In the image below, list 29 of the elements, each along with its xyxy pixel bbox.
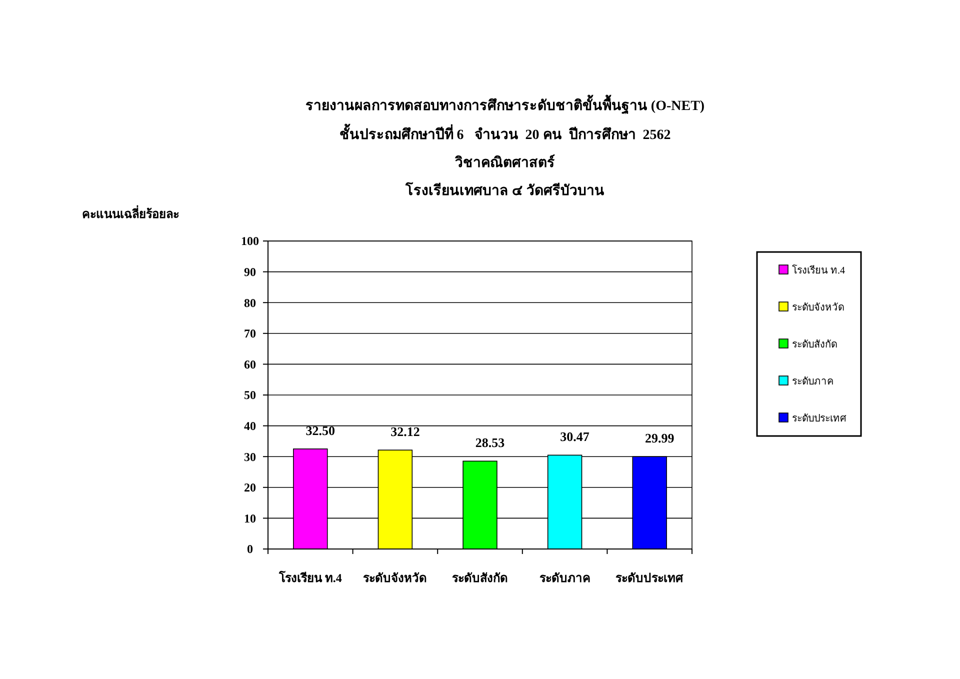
y-tick-label: 50 xyxy=(244,388,256,402)
chart-subtitle: ชั้นประถมศึกษาปีที่ 6 จำนวน 20 คน ปีการศึกษา 2562 วิชาคณิตศาสตร์ โรงเรียนเทศบาล ๔ วัดศรีบัวบาน xyxy=(339,123,671,199)
y-tick-label: 20 xyxy=(244,480,256,495)
y-tick-label: 90 xyxy=(244,265,256,279)
y-tick-label: 10 xyxy=(244,511,256,526)
y-tick-label: 60 xyxy=(244,357,256,372)
y-tick-label: 0 xyxy=(247,542,253,556)
legend-label: ระดับภาค xyxy=(792,376,834,388)
text: คะแนนเฉลี่ยร้อยละ xyxy=(82,205,179,221)
x-tick-label: ระดับจังหวัด xyxy=(363,571,428,585)
y-tick-label: 70 xyxy=(244,326,256,341)
chart-title: รายงานผลการทดสอบทางการศึกษาระดับชาติขั้นพื้นฐาน (O-NET) xyxy=(305,94,705,115)
y-tick-label: 40 xyxy=(244,419,256,433)
data-label: 28.53 xyxy=(475,435,506,450)
x-tick-label: โรงเรียน ท.4 xyxy=(278,570,342,585)
data-label: 30.47 xyxy=(560,429,590,444)
x-tick-label: ระดับสังกัด xyxy=(452,571,508,585)
data-label: 32.12 xyxy=(390,424,420,440)
x-tick-label: ระดับภาค xyxy=(539,571,590,585)
y-tick-label: 100 xyxy=(241,234,259,248)
y-tick-label: 30 xyxy=(244,450,256,464)
legend-label: ระดับประเทศ xyxy=(792,414,847,424)
data-label: 29.99 xyxy=(644,430,675,446)
y-tick-label: 80 xyxy=(244,296,256,310)
legend-label: โรงเรียน ท.4 xyxy=(792,264,845,276)
x-tick-label: ระดับประเทศ xyxy=(616,571,684,585)
data-label: 32.50 xyxy=(306,422,336,438)
legend-label: ระดับสังกัด xyxy=(792,340,837,350)
legend-label: ระดับจังหวัด xyxy=(792,302,844,314)
